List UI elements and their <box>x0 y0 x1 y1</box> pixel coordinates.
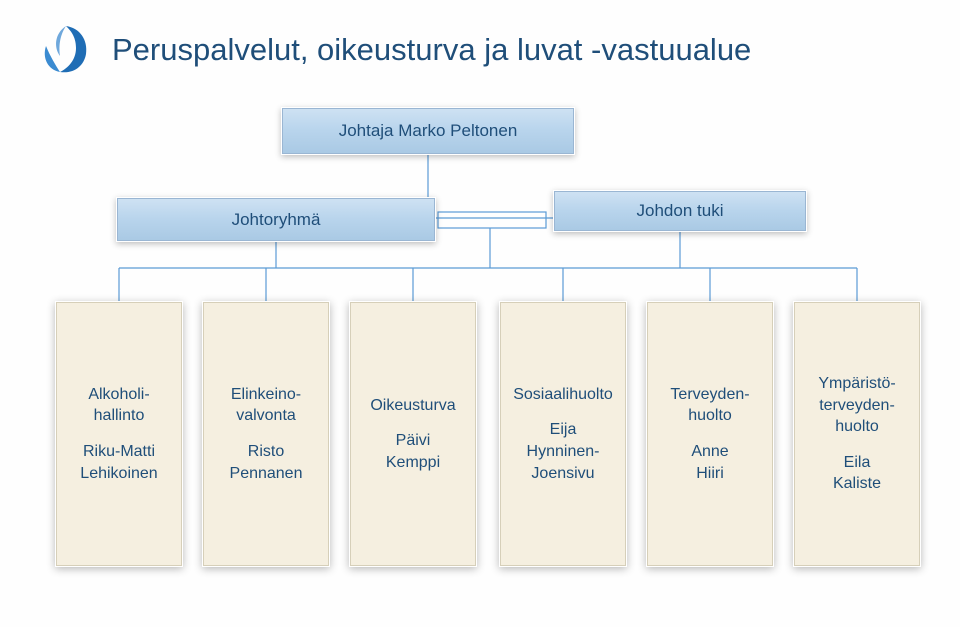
director-label: Johtaja Marko Peltonen <box>339 121 518 141</box>
unit-person: Eila Kaliste <box>833 452 881 495</box>
unit-box-ymparisto: Ympäristö- terveyden- huolto Eila Kalist… <box>793 301 921 567</box>
page-title: Peruspalvelut, oikeusturva ja luvat -vas… <box>112 32 751 68</box>
unit-title: Sosiaalihuolto <box>513 384 613 406</box>
unit-person: Anne Hiiri <box>691 441 728 484</box>
unit-person: Eija Hynninen- Joensivu <box>527 419 600 484</box>
management-group-box: Johtoryhmä <box>116 197 436 242</box>
unit-box-alkoholi: Alkoholi- hallinto Riku-Matti Lehikoinen <box>55 301 183 567</box>
unit-box-elinkeino: Elinkeino- valvonta Risto Pennanen <box>202 301 330 567</box>
unit-box-terveyden: Terveyden- huolto Anne Hiiri <box>646 301 774 567</box>
management-group-label: Johtoryhmä <box>232 210 321 230</box>
unit-person: Risto Pennanen <box>230 441 303 484</box>
unit-title: Elinkeino- valvonta <box>231 384 301 427</box>
management-support-label: Johdon tuki <box>637 201 724 221</box>
header: Peruspalvelut, oikeusturva ja luvat -vas… <box>38 22 751 78</box>
unit-box-sosiaali: Sosiaalihuolto Eija Hynninen- Joensivu <box>499 301 627 567</box>
unit-person: Riku-Matti Lehikoinen <box>80 441 157 484</box>
director-box: Johtaja Marko Peltonen <box>281 107 575 155</box>
unit-box-oikeusturva: Oikeusturva Päivi Kemppi <box>349 301 477 567</box>
unit-title: Oikeusturva <box>370 395 455 417</box>
logo-icon <box>38 22 94 78</box>
unit-title: Ympäristö- terveyden- huolto <box>818 373 895 438</box>
unit-person: Päivi Kemppi <box>386 430 440 473</box>
management-support-box: Johdon tuki <box>553 190 807 232</box>
unit-title: Terveyden- huolto <box>670 384 749 427</box>
unit-title: Alkoholi- hallinto <box>88 384 149 427</box>
